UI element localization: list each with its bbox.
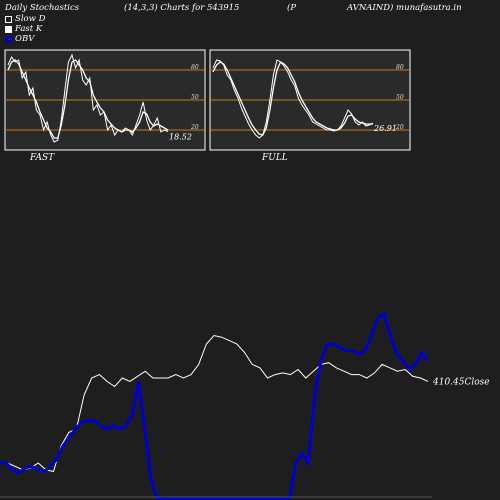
full-last-value-label: 26.91 bbox=[373, 124, 397, 133]
fast-last-value-label: 18.52 bbox=[169, 132, 192, 141]
legend-fast-k-label: Fast K bbox=[15, 24, 43, 34]
chart-params: (14,3,3) Charts for 543915 bbox=[124, 3, 240, 13]
full-panel-title: FULL bbox=[262, 153, 288, 163]
full-ytick-label: 50 bbox=[396, 94, 404, 101]
legend-fast-k: Fast K bbox=[5, 24, 42, 34]
chart-title: Daily Stochastics bbox=[5, 3, 80, 13]
legend-obv: OBV bbox=[5, 34, 34, 44]
fast-panel: 80 50 20 18.52 bbox=[4, 49, 206, 151]
fast-series-line-1 bbox=[7, 59, 169, 139]
fast-ytick-label: 50 bbox=[191, 94, 199, 101]
symbol-open: (P bbox=[287, 3, 297, 13]
legend-slow-d: Slow D bbox=[5, 14, 45, 24]
legend-obv-label: OBV bbox=[15, 34, 35, 44]
price-obv-panel: 410.45Close bbox=[0, 310, 490, 500]
fast-k-swatch-icon bbox=[5, 25, 12, 33]
full-ytick-label: 80 bbox=[396, 64, 404, 71]
close-price-line bbox=[0, 334, 429, 473]
slow-d-swatch-icon bbox=[5, 15, 12, 23]
close-value-label: 410.45Close bbox=[432, 377, 490, 387]
fast-ytick-label: 20 bbox=[190, 124, 199, 131]
fast-panel-title: FAST bbox=[30, 153, 55, 163]
full-ytick-label: 20 bbox=[395, 124, 404, 131]
obv-swatch-icon bbox=[5, 35, 12, 43]
full-series-line-1 bbox=[212, 61, 373, 136]
fast-ytick-label: 80 bbox=[191, 64, 199, 71]
full-series-line-0 bbox=[212, 59, 374, 139]
full-panel: 80 50 20 26.91 bbox=[209, 49, 411, 151]
symbol-rest: AVNAIND) munafasutra.in bbox=[347, 3, 462, 13]
obv-line bbox=[0, 310, 430, 500]
legend-slow-d-label: Slow D bbox=[15, 14, 46, 24]
